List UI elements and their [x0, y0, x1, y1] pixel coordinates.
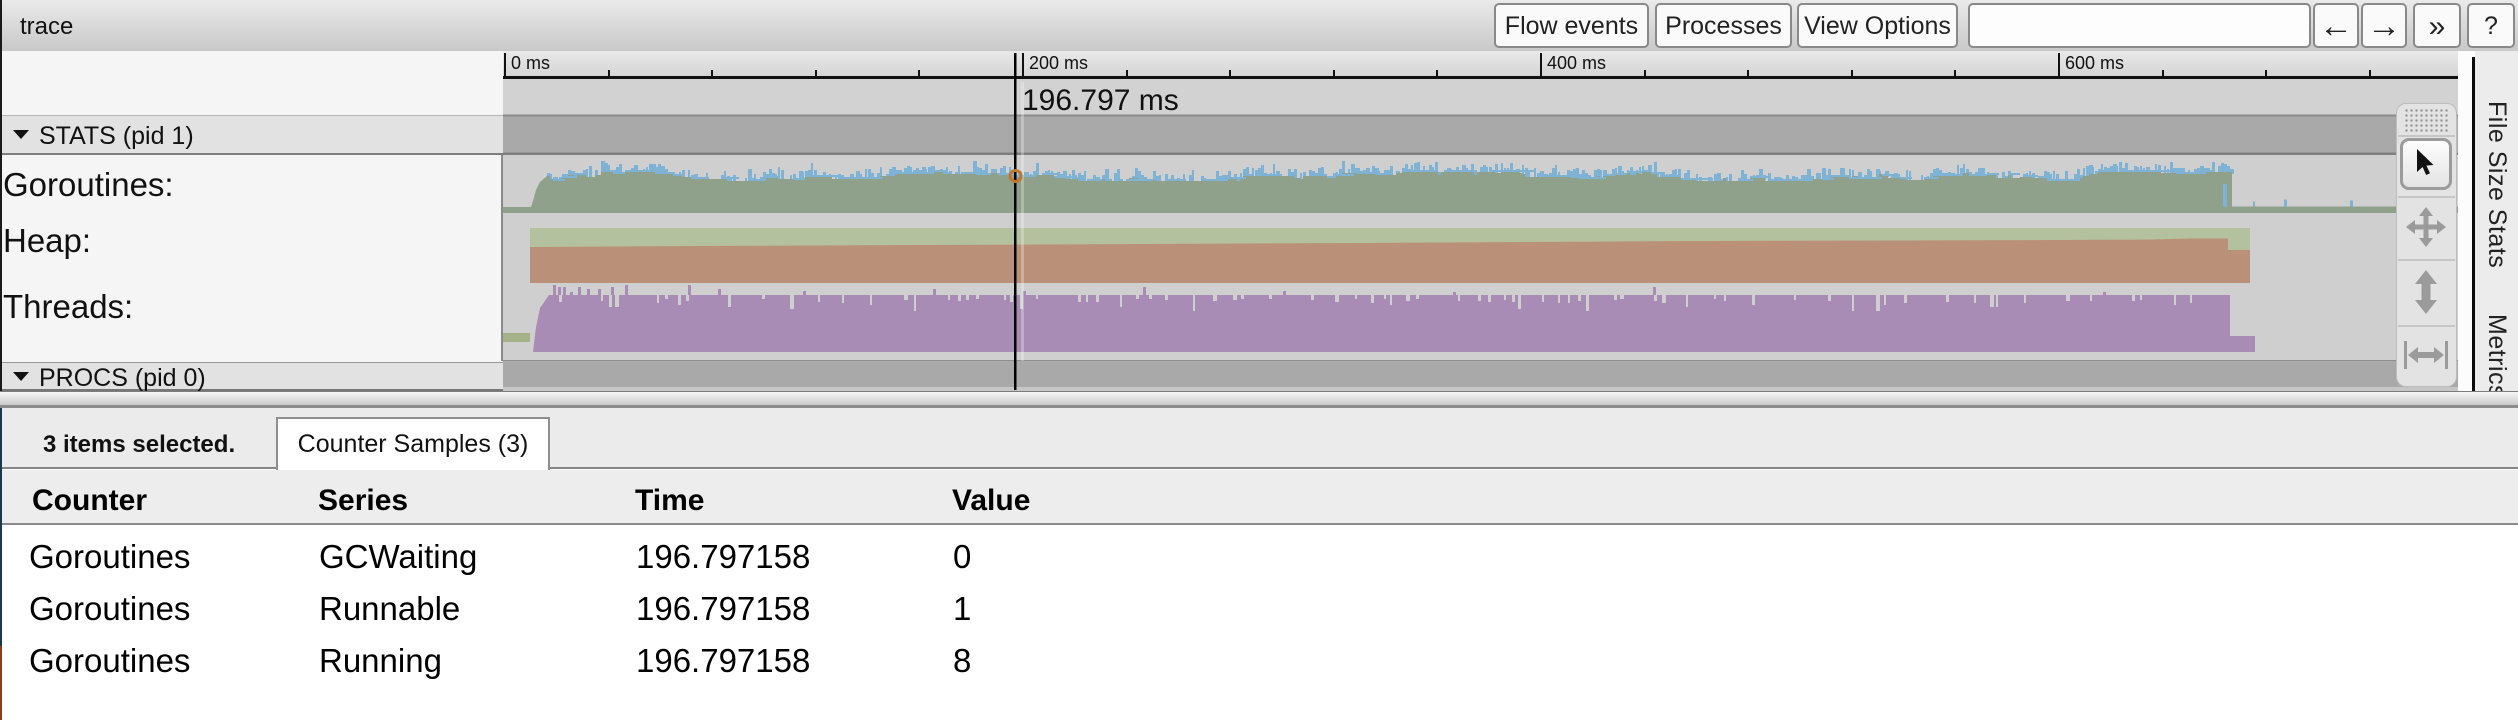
svg-text:400 ms: 400 ms — [1547, 53, 1606, 73]
svg-text:600 ms: 600 ms — [2065, 53, 2124, 73]
svg-text:0 ms: 0 ms — [511, 53, 550, 73]
svg-text:196.797 ms: 196.797 ms — [1022, 84, 1179, 117]
svg-text:200 ms: 200 ms — [1029, 53, 1088, 73]
